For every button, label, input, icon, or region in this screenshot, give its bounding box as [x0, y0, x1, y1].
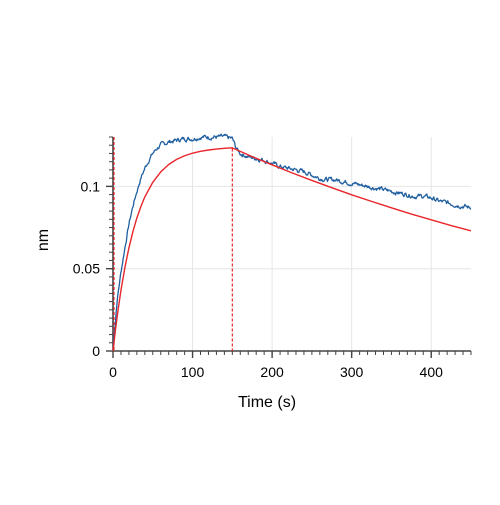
- phase-markers: [113, 137, 233, 351]
- axes: [106, 136, 472, 358]
- x-tick-label: 0: [109, 364, 117, 380]
- y-tick-label: 0.05: [73, 261, 100, 277]
- x-axis-title: Time (s): [238, 394, 296, 411]
- fit-curve: [112, 147, 472, 352]
- y-axis-title: nm: [35, 229, 52, 251]
- measured-curve: [112, 133, 472, 352]
- series: [112, 133, 472, 352]
- x-tick-label: 300: [340, 364, 364, 380]
- tick-labels: 0 100 200 300 400 0 0.05 0.1: [73, 178, 443, 380]
- x-tick-label: 100: [181, 364, 205, 380]
- y-tick-label: 0: [92, 343, 100, 359]
- x-tick-label: 400: [420, 364, 444, 380]
- y-tick-label: 0.1: [81, 178, 101, 194]
- grid: [113, 137, 471, 351]
- x-tick-label: 200: [260, 364, 284, 380]
